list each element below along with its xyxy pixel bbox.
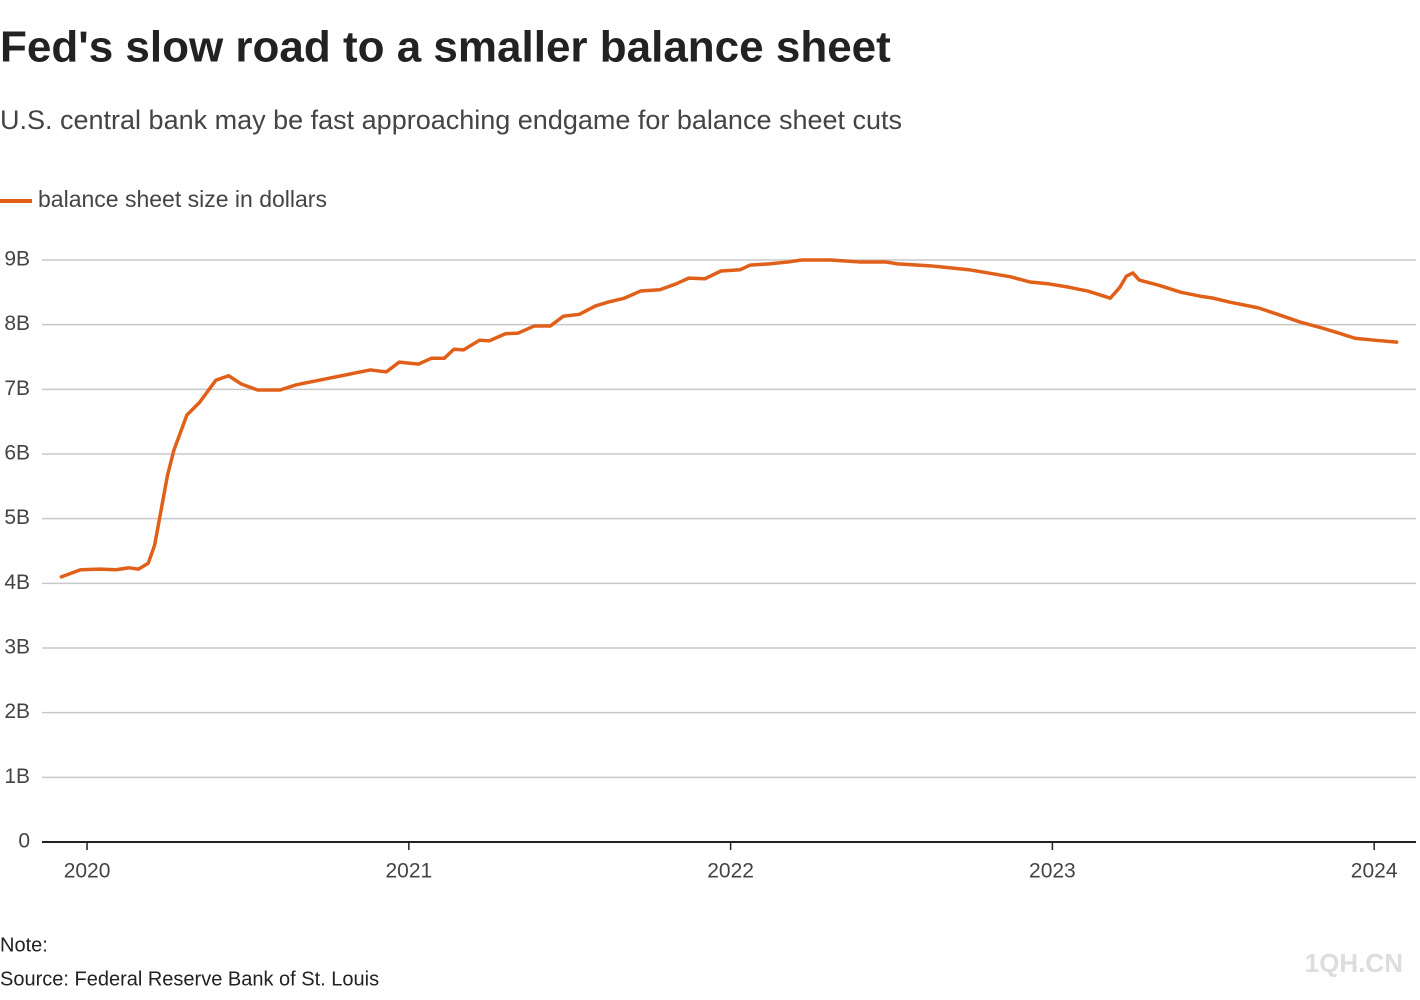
x-tick-label: 2023 [1029, 860, 1076, 883]
watermark: 1QH.CN [1305, 948, 1403, 978]
y-tick-label: 5B [4, 506, 30, 529]
x-tick-label: 2021 [385, 860, 432, 883]
y-tick-label: 2B [4, 700, 30, 723]
y-tick-label: 3B [4, 636, 30, 659]
source: Source: Federal Reserve Bank of St. Loui… [0, 968, 379, 990]
y-tick-label: 6B [4, 442, 30, 465]
y-tick-label: 9B [4, 248, 30, 271]
y-tick-label: 4B [4, 571, 30, 594]
x-tick-label: 2024 [1351, 860, 1398, 883]
y-tick-label: 7B [4, 377, 30, 400]
y-tick-label: 0 [18, 830, 30, 853]
chart-title: Fed's slow road to a smaller balance she… [0, 23, 891, 72]
chart-subtitle: U.S. central bank may be fast approachin… [0, 105, 902, 135]
note: Note: [0, 934, 48, 956]
y-tick-label: 8B [4, 312, 30, 335]
legend-label: balance sheet size in dollars [38, 186, 327, 212]
y-tick-label: 1B [4, 765, 30, 788]
x-tick-label: 2022 [707, 860, 754, 883]
x-tick-label: 2020 [64, 860, 111, 883]
data-line [59, 258, 1399, 579]
